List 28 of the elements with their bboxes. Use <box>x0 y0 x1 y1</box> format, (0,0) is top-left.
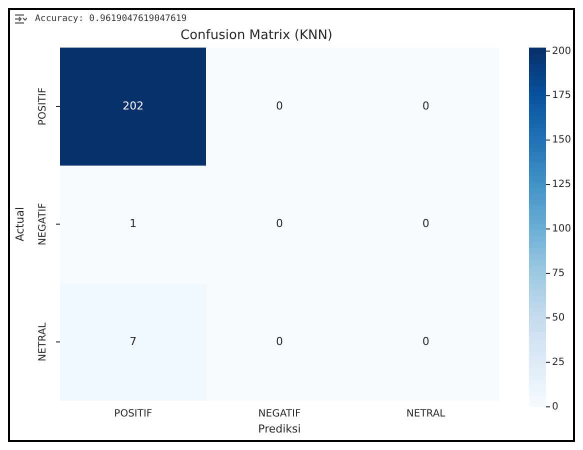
y-tick-label: POSITIF <box>38 87 49 126</box>
data-label: 202 <box>122 99 144 112</box>
data-label: 0 <box>276 334 283 348</box>
chart-title: Confusion Matrix (KNN) <box>180 28 332 44</box>
data-label: 0 <box>422 99 430 112</box>
y-axis-title: Actual <box>13 206 26 242</box>
y-tick-label: NETRAL <box>38 322 49 362</box>
color-bar-label: 200 <box>552 46 572 57</box>
color-bar-label: 125 <box>552 179 572 190</box>
x-tick-label: POSITIF <box>114 408 152 420</box>
data-label: 1 <box>130 217 137 230</box>
data-label: 7 <box>130 334 137 348</box>
color-bar-label: 100 <box>552 224 572 235</box>
color-bar-label: 25 <box>552 356 565 368</box>
color-bar-label: 75 <box>552 268 565 280</box>
color-bar-label: 0 <box>552 401 558 412</box>
data-label: 0 <box>422 334 430 348</box>
x-tick-label: NEGATIF <box>258 408 301 420</box>
color-bar-label: 175 <box>552 90 572 102</box>
color-bar-label: 50 <box>552 312 565 324</box>
data-label: 0 <box>276 217 283 230</box>
data-label: 0 <box>276 99 283 112</box>
color-bar-label: 150 <box>552 134 572 146</box>
x-tick-label: NETRAL <box>406 408 446 420</box>
data-label: 0 <box>422 217 430 230</box>
x-axis-title: Prediksi <box>258 422 301 436</box>
text: Accuracy: 0.9619047619047619 <box>35 14 187 24</box>
y-tick-label: NEGATIF <box>38 202 49 246</box>
